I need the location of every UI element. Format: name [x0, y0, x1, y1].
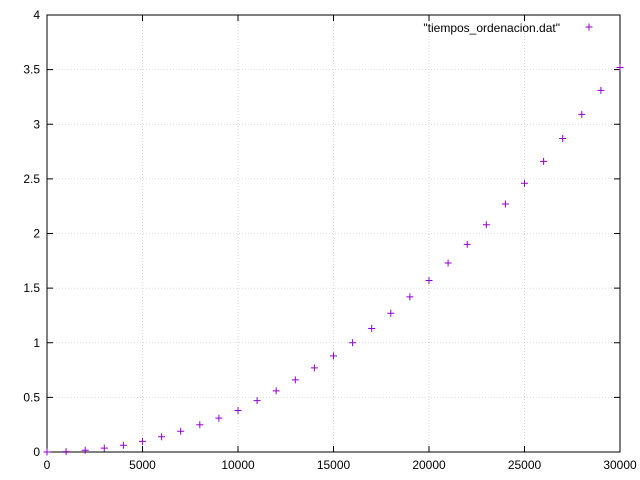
y-tick-label: 3.5 [23, 63, 40, 77]
data-point [406, 293, 413, 300]
data-point [540, 158, 547, 165]
data-point [559, 135, 566, 142]
plot-frame [47, 15, 620, 452]
y-tick-label: 1.5 [23, 281, 40, 295]
x-axis: 0 5000 10000 15000 20000 25000 30000 [44, 15, 637, 472]
data-point [502, 201, 509, 208]
data-point [101, 445, 108, 452]
data-point [44, 449, 51, 456]
data-point [521, 180, 528, 187]
data-point [292, 376, 299, 383]
x-tick-label: 10000 [221, 458, 255, 472]
legend-marker-symbol [586, 24, 593, 31]
data-point [63, 448, 70, 455]
legend-label: "tiempos_ordenacion.dat" [423, 21, 560, 35]
x-tick-label: 20000 [412, 458, 446, 472]
y-tick-label: 2.5 [23, 172, 40, 186]
data-point [349, 339, 356, 346]
y-tick-label: 1 [33, 336, 40, 350]
x-tick-label: 30000 [603, 458, 637, 472]
data-point [330, 352, 337, 359]
x-tick-label: 5000 [129, 458, 156, 472]
data-point [235, 407, 242, 414]
data-point [597, 87, 604, 94]
data-point [387, 310, 394, 317]
data-point [82, 447, 89, 454]
data-point [273, 387, 280, 394]
data-point [254, 397, 261, 404]
data-point [177, 428, 184, 435]
data-point [196, 421, 203, 428]
y-tick-label: 0.5 [23, 390, 40, 404]
data-point [426, 277, 433, 284]
legend: "tiempos_ordenacion.dat" [423, 21, 592, 35]
data-point [120, 442, 127, 449]
data-point [215, 415, 222, 422]
data-point [311, 364, 318, 371]
data-point [464, 241, 471, 248]
x-tick-label: 25000 [508, 458, 542, 472]
y-tick-label: 4 [33, 8, 40, 22]
grid-lines [47, 15, 620, 452]
y-tick-label: 0 [33, 445, 40, 459]
data-point [368, 325, 375, 332]
y-tick-label: 3 [33, 117, 40, 131]
x-tick-label: 15000 [317, 458, 351, 472]
y-tick-label: 2 [33, 227, 40, 241]
data-point [158, 433, 165, 440]
data-point [445, 259, 452, 266]
legend-marker [586, 24, 593, 31]
x-tick-label: 0 [44, 458, 51, 472]
data-point [139, 438, 146, 445]
data-point [483, 221, 490, 228]
data-point [578, 111, 585, 118]
